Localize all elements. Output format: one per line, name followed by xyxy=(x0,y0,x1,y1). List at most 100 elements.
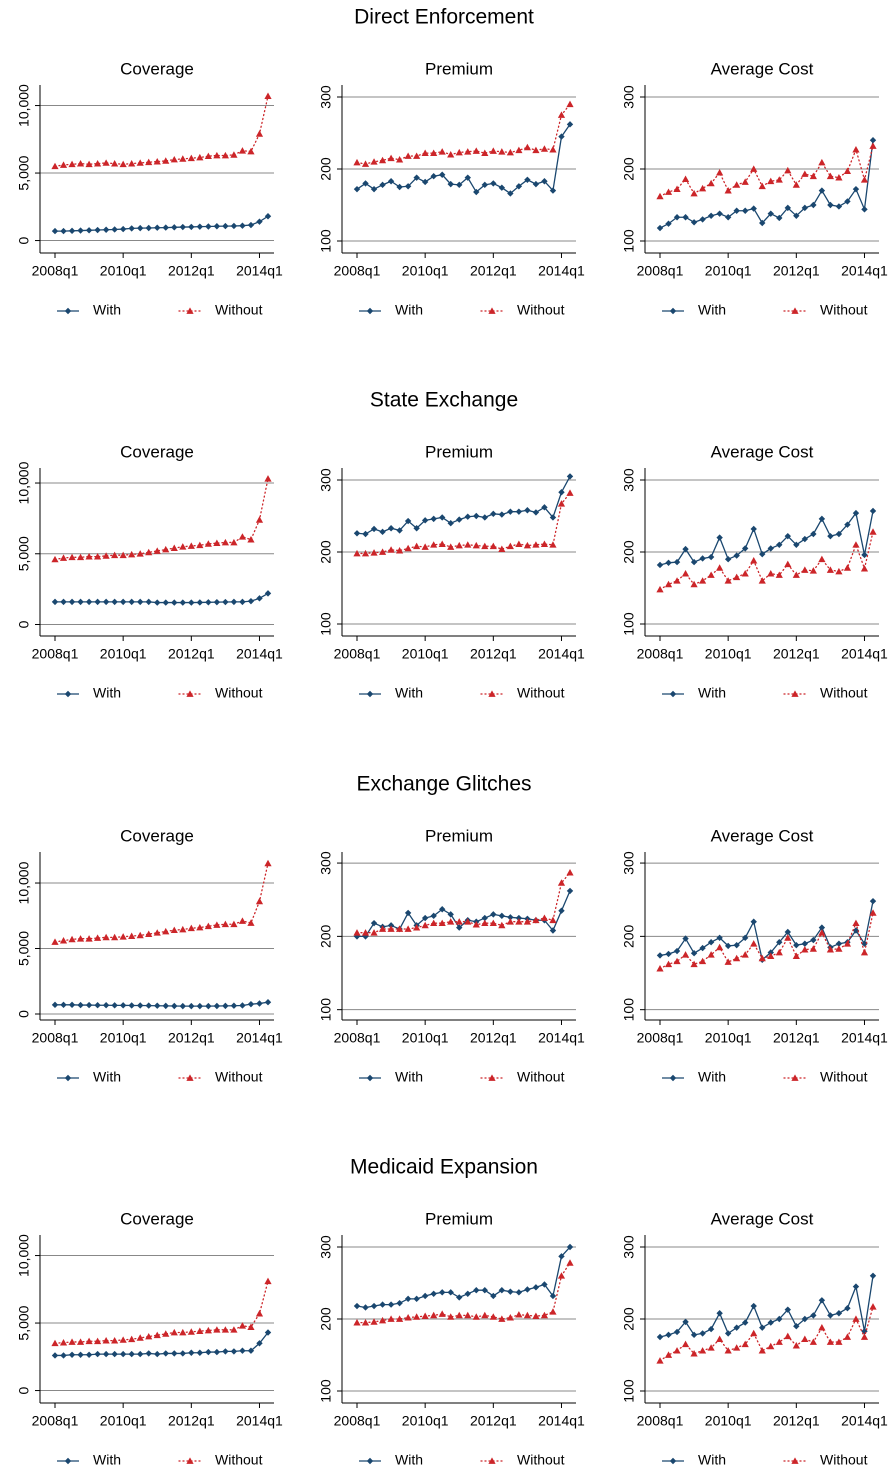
marker xyxy=(758,577,766,584)
marker xyxy=(784,532,791,540)
x-tick-label: 2010q1 xyxy=(402,263,449,279)
marker xyxy=(430,919,438,927)
marker xyxy=(699,1330,706,1337)
marker xyxy=(549,187,557,194)
marker xyxy=(767,210,774,217)
marker xyxy=(213,1348,221,1356)
marker xyxy=(835,1310,843,1317)
marker xyxy=(85,1337,93,1345)
x-tick-label: 2008q1 xyxy=(32,646,79,662)
marker xyxy=(179,599,186,606)
x-tick-label: 2008q1 xyxy=(637,1413,684,1429)
marker xyxy=(791,1074,799,1081)
marker xyxy=(85,160,93,168)
marker xyxy=(205,1348,212,1356)
marker xyxy=(396,183,403,191)
marker xyxy=(758,182,766,190)
marker xyxy=(801,566,809,573)
x-tick-label: 2010q1 xyxy=(100,263,147,279)
marker xyxy=(488,1074,496,1081)
marker xyxy=(852,185,860,193)
marker xyxy=(247,221,255,229)
x-tick-label: 2014q1 xyxy=(236,263,283,279)
marker xyxy=(59,937,68,944)
marker xyxy=(111,160,119,167)
marker xyxy=(724,1330,732,1337)
y-tick-label: 100 xyxy=(318,612,334,636)
marker xyxy=(716,1335,724,1343)
marker xyxy=(128,550,136,558)
marker xyxy=(758,1347,766,1354)
marker xyxy=(51,1339,59,1347)
y-tick-label: 100 xyxy=(621,1379,637,1403)
marker xyxy=(733,941,740,949)
series xyxy=(353,489,574,557)
marker xyxy=(111,598,118,606)
marker xyxy=(256,1340,263,1347)
marker xyxy=(733,1324,740,1331)
marker xyxy=(221,920,229,928)
marker xyxy=(784,1306,791,1313)
marker xyxy=(775,571,783,578)
legend-symbol xyxy=(669,690,677,698)
marker xyxy=(102,1350,110,1358)
x-tick-label: 2014q1 xyxy=(236,646,283,662)
marker xyxy=(370,525,378,533)
x-tick-label: 2014q1 xyxy=(538,646,585,662)
legend-label: With xyxy=(93,302,121,318)
marker xyxy=(557,879,566,886)
series xyxy=(353,887,574,940)
marker xyxy=(102,598,110,606)
legend-label: With xyxy=(698,1069,726,1085)
marker xyxy=(464,1290,471,1297)
marker xyxy=(776,541,783,548)
marker xyxy=(809,1338,817,1345)
series xyxy=(656,142,877,200)
marker xyxy=(239,1347,246,1354)
marker xyxy=(204,922,212,930)
marker xyxy=(750,918,757,925)
marker xyxy=(111,226,118,233)
y-tick-label: 5,000 xyxy=(16,155,32,190)
marker xyxy=(396,546,404,554)
marker xyxy=(102,226,110,233)
marker xyxy=(750,205,757,212)
marker xyxy=(507,508,514,515)
x-tick-label: 2012q1 xyxy=(470,263,517,279)
panel-title: Coverage xyxy=(120,826,194,845)
series xyxy=(353,1259,574,1326)
legend-label: Without xyxy=(820,1452,868,1468)
marker xyxy=(681,175,690,182)
marker xyxy=(656,585,664,593)
marker xyxy=(682,1318,689,1326)
series xyxy=(353,868,574,936)
marker xyxy=(869,909,877,916)
marker xyxy=(154,1002,161,1009)
marker xyxy=(68,1001,76,1009)
marker xyxy=(776,214,783,222)
marker xyxy=(94,934,102,941)
marker xyxy=(68,1351,76,1358)
marker xyxy=(741,951,749,958)
marker xyxy=(656,1357,664,1364)
marker xyxy=(742,207,749,214)
x-tick-label: 2008q1 xyxy=(334,646,381,662)
marker xyxy=(498,184,506,191)
marker xyxy=(656,952,664,959)
marker xyxy=(154,224,161,231)
marker xyxy=(767,949,774,956)
marker xyxy=(196,1002,204,1010)
marker xyxy=(76,1338,85,1345)
legend-symbol xyxy=(366,1074,374,1082)
x-tick-label: 2012q1 xyxy=(470,1413,517,1429)
series xyxy=(51,590,272,606)
marker xyxy=(430,515,437,523)
marker xyxy=(699,944,706,952)
marker xyxy=(707,951,715,958)
marker xyxy=(669,1074,677,1082)
y-tick-label: 200 xyxy=(318,157,334,181)
marker xyxy=(844,1305,851,1312)
marker xyxy=(827,1312,834,1319)
marker xyxy=(716,534,723,541)
marker xyxy=(557,500,566,507)
